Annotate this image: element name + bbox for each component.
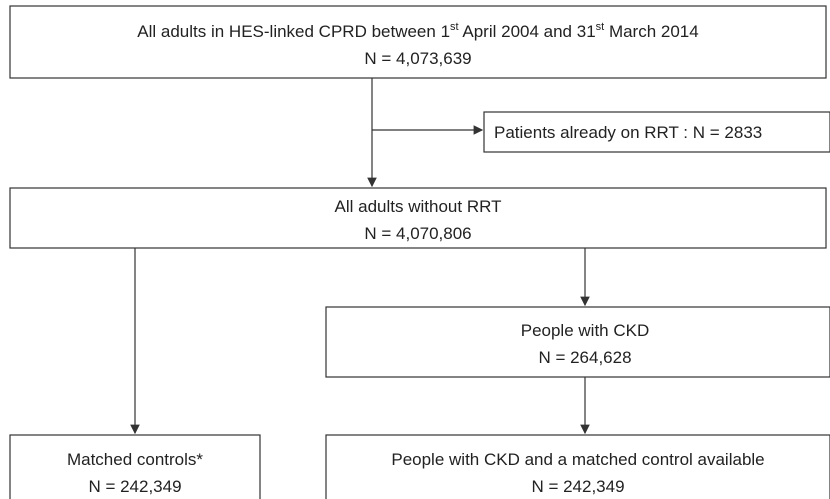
- text: March 2014: [604, 22, 699, 41]
- box-text: All adults without RRT: [335, 197, 502, 216]
- box-text: N = 4,070,806: [364, 224, 471, 243]
- box-text: Patients already on RRT : N = 2833: [494, 123, 762, 142]
- box-text: N = 242,349: [88, 477, 181, 496]
- box-text: N = 242,349: [531, 477, 624, 496]
- box-text: All adults in HES-linked CPRD between 1s…: [137, 21, 698, 41]
- box: [9, 434, 261, 499]
- text: All adults in HES-linked CPRD between 1: [137, 22, 450, 41]
- box-text: People with CKD: [521, 321, 650, 340]
- box-text: N = 264,628: [538, 348, 631, 367]
- box: [9, 187, 827, 249]
- box: [483, 111, 830, 153]
- box-text: N = 4,073,639: [364, 49, 471, 68]
- box-text: Matched controls*: [67, 450, 203, 469]
- box: [325, 306, 830, 378]
- box: [325, 434, 830, 499]
- text: April 2004 and 31: [459, 22, 596, 41]
- box-text: People with CKD and a matched control av…: [391, 450, 764, 469]
- text: st: [596, 21, 605, 33]
- text: st: [450, 21, 459, 33]
- box: [9, 5, 827, 79]
